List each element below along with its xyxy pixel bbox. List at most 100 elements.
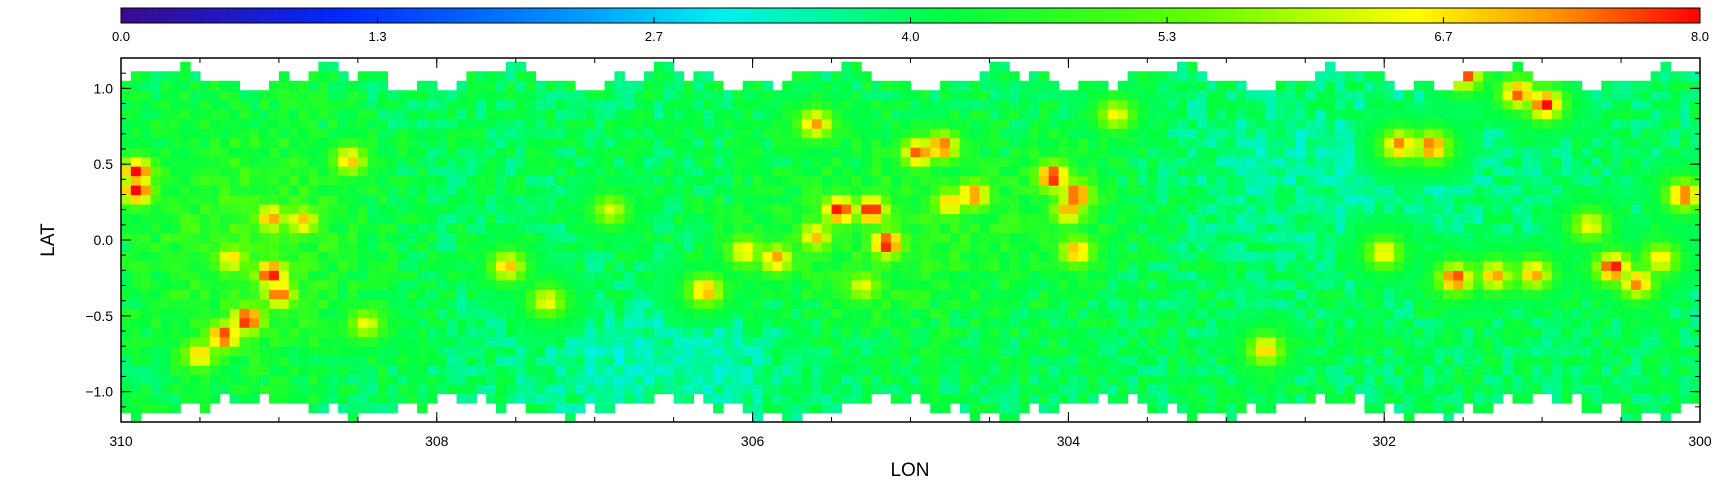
heatmap-cell <box>1216 289 1227 300</box>
heatmap-cell <box>278 279 290 290</box>
heatmap-cell <box>890 393 902 404</box>
heatmap-cell <box>190 346 201 357</box>
heatmap-cell <box>1068 194 1079 205</box>
heatmap-cell <box>1226 251 1237 262</box>
heatmap-cell <box>190 128 201 139</box>
heatmap-cell <box>910 308 921 319</box>
heatmap-cell <box>1019 147 1030 158</box>
heatmap-cell <box>1344 90 1356 101</box>
heatmap-cell <box>713 118 724 129</box>
heatmap-cell <box>890 384 902 395</box>
heatmap-cell <box>742 203 754 215</box>
heatmap-cell <box>377 185 389 196</box>
heatmap-cell <box>525 80 537 91</box>
heatmap-cell <box>1088 175 1099 186</box>
heatmap-cell <box>920 327 931 338</box>
heatmap-cell <box>782 147 793 158</box>
heatmap-cell <box>338 289 349 300</box>
heatmap-cell <box>150 374 162 385</box>
heatmap-cell <box>377 365 389 376</box>
heatmap-cell <box>851 365 862 376</box>
heatmap-cell <box>880 137 892 148</box>
heatmap-cell <box>722 317 734 328</box>
heatmap-cell <box>1255 90 1267 101</box>
heatmap-cell <box>713 99 724 110</box>
heatmap-cell <box>574 298 586 309</box>
heatmap-cell <box>318 308 329 319</box>
heatmap-cell <box>1196 327 1208 338</box>
heatmap-cell <box>209 346 221 357</box>
heatmap-cell <box>574 213 586 224</box>
heatmap-cell <box>1275 308 1287 319</box>
heatmap-cell <box>920 336 931 347</box>
heatmap-cell <box>1334 355 1346 366</box>
heatmap-cell <box>851 166 862 177</box>
heatmap-cell <box>190 80 201 91</box>
heatmap-cell <box>673 185 685 196</box>
heatmap-cell <box>1088 393 1099 404</box>
heatmap-cell <box>525 327 537 338</box>
heatmap-cell <box>505 260 517 271</box>
heatmap-cell <box>1137 222 1148 234</box>
heatmap-cell <box>1048 270 1060 281</box>
heatmap-cell <box>426 355 438 366</box>
heatmap-cell <box>160 137 171 148</box>
heatmap-cell <box>693 298 704 309</box>
heatmap-cell <box>703 175 714 186</box>
heatmap-cell <box>545 317 556 328</box>
heatmap-cell <box>515 109 527 120</box>
heatmap-cells <box>121 61 1700 422</box>
heatmap-cell <box>722 260 734 271</box>
heatmap-cell <box>979 185 991 196</box>
heatmap-cell <box>1246 156 1257 167</box>
heatmap-cell <box>841 109 852 120</box>
heatmap-cell <box>1492 384 1504 395</box>
heatmap-cell <box>614 128 625 139</box>
heatmap-cell <box>663 232 675 243</box>
heatmap-cell <box>880 308 892 319</box>
heatmap-cell <box>1117 99 1129 110</box>
heatmap-cell <box>387 166 398 177</box>
heatmap-cell <box>456 384 468 395</box>
heatmap-cell <box>446 222 458 234</box>
heatmap-cell <box>811 355 823 366</box>
heatmap-cell <box>308 298 319 309</box>
heatmap-cell <box>1147 213 1158 224</box>
heatmap-cell <box>594 128 606 139</box>
heatmap-cell <box>693 279 704 290</box>
heatmap-cell <box>229 327 241 338</box>
heatmap-cell <box>1117 128 1129 139</box>
heatmap-cell <box>663 128 675 139</box>
heatmap-cell <box>229 128 241 139</box>
heatmap-cell <box>338 403 349 414</box>
heatmap-cell <box>486 241 497 252</box>
heatmap-cell <box>239 365 250 376</box>
heatmap-cell <box>180 194 191 205</box>
heatmap-cell <box>1246 365 1257 376</box>
heatmap-cell <box>1413 355 1425 366</box>
heatmap-cell <box>831 251 843 262</box>
heatmap-cell <box>347 355 359 366</box>
heatmap-cell <box>1423 175 1435 186</box>
heatmap-cell <box>604 346 616 357</box>
heatmap-cell <box>1196 109 1208 120</box>
heatmap-cell <box>1453 270 1464 281</box>
heatmap-cell <box>1403 137 1415 148</box>
heatmap-cell <box>219 213 231 224</box>
heatmap-cell <box>1058 374 1069 385</box>
heatmap-cell <box>1305 289 1316 300</box>
heatmap-cell <box>1206 156 1218 167</box>
heatmap-cell <box>1364 346 1375 357</box>
heatmap-cell <box>160 279 171 290</box>
heatmap-cell <box>417 241 428 252</box>
heatmap-cell <box>752 365 764 376</box>
heatmap-cell <box>742 393 754 404</box>
heatmap-cell <box>1354 298 1366 309</box>
heatmap-cell <box>515 289 527 300</box>
heatmap-cell <box>1354 156 1366 167</box>
heatmap-cell <box>979 203 991 215</box>
heatmap-cell <box>940 175 951 186</box>
heatmap-cell <box>545 99 556 110</box>
heatmap-cell <box>1473 71 1484 82</box>
heatmap-cell <box>732 289 744 300</box>
